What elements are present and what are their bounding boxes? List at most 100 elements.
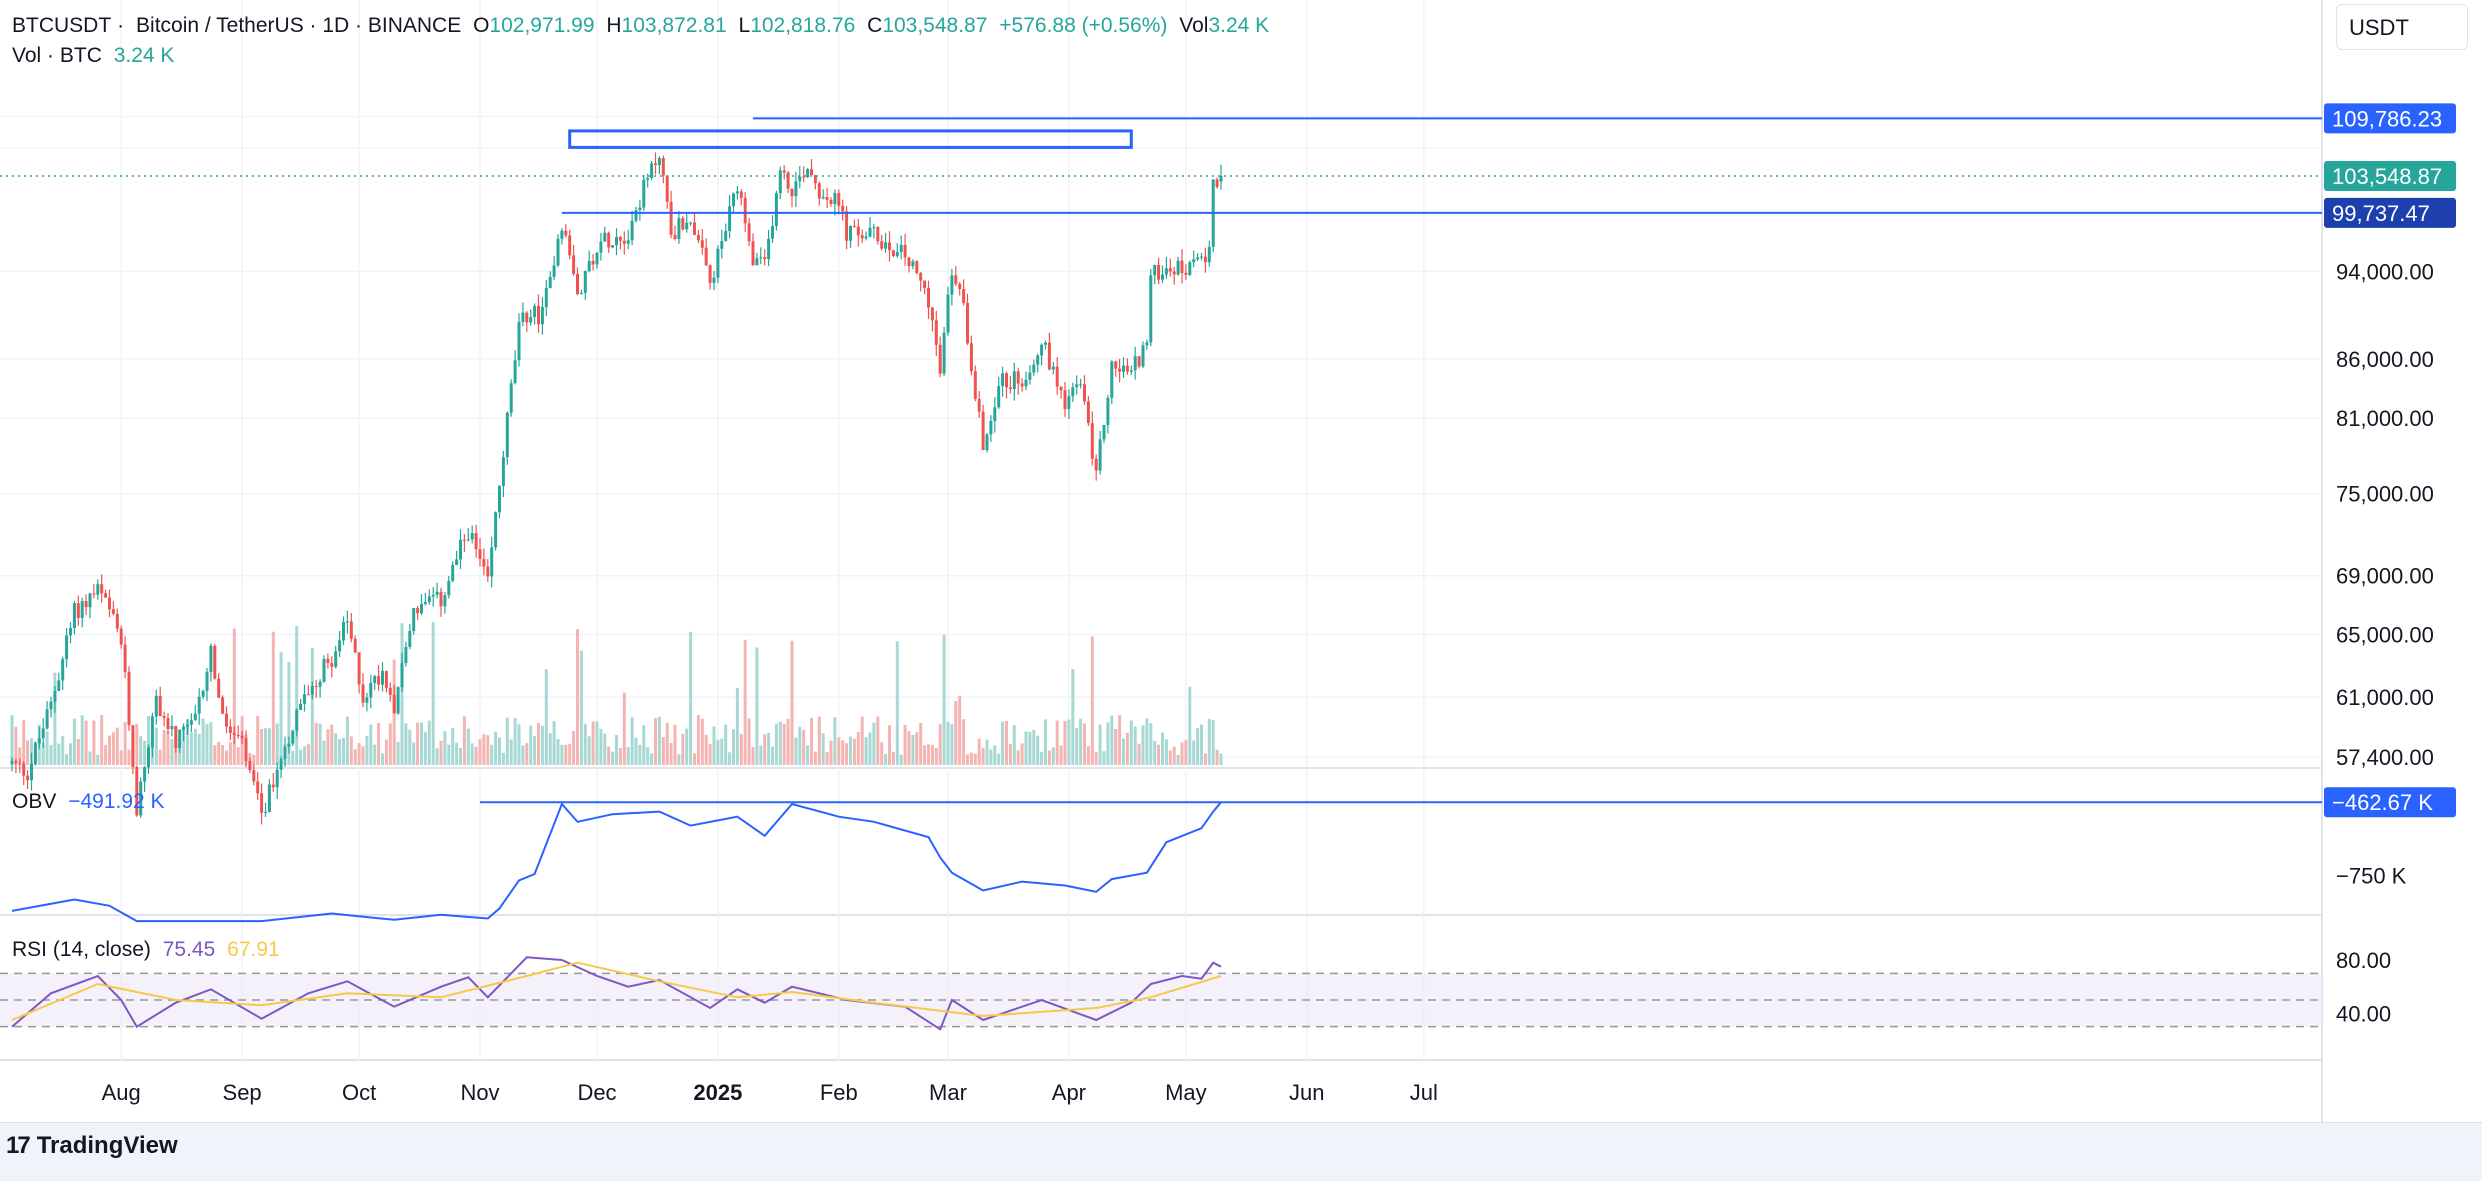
volume-bar xyxy=(517,724,521,765)
tradingview-logo[interactable]: 17 TradingView xyxy=(6,1132,178,1160)
obv-axis-badge-label: −462.67 K xyxy=(2332,790,2433,815)
volume-bar xyxy=(1176,754,1180,765)
volume-bar xyxy=(96,754,100,765)
volume-bar xyxy=(139,736,143,765)
candle xyxy=(501,457,505,487)
candle xyxy=(108,597,111,610)
volume-bar xyxy=(1071,669,1075,765)
price-tick-label: 57,400.00 xyxy=(2336,745,2434,770)
candle xyxy=(459,539,462,560)
candle xyxy=(61,659,65,681)
volume-bar xyxy=(65,754,69,765)
volume-bar xyxy=(564,744,568,765)
candle xyxy=(821,197,825,199)
volume-bar xyxy=(1207,718,1211,765)
volume-bar xyxy=(1001,721,1005,765)
currency-selector[interactable]: USDT xyxy=(2336,4,2468,50)
candle xyxy=(618,236,622,241)
volume-bar xyxy=(907,731,911,765)
candle xyxy=(318,681,322,687)
candle xyxy=(248,760,252,771)
rsi-tick-label: 80.00 xyxy=(2336,948,2391,973)
candle xyxy=(373,676,377,683)
volume-bar xyxy=(455,742,459,765)
candle-series xyxy=(10,152,1223,825)
candle xyxy=(1102,425,1106,440)
volume-bar xyxy=(474,746,478,765)
volume-bar xyxy=(384,739,388,765)
volume-bar xyxy=(22,720,26,765)
candle xyxy=(513,360,517,384)
time-axis-label: Dec xyxy=(577,1080,616,1105)
candle xyxy=(517,321,521,361)
candle xyxy=(1067,396,1071,409)
tradingview-brand: TradingView xyxy=(36,1132,178,1159)
low-value: 102,818.76 xyxy=(750,14,856,37)
price-axis-badge-label: 99,737.47 xyxy=(2332,201,2430,226)
candle xyxy=(903,244,907,258)
volume-bar xyxy=(747,718,751,765)
volume-bar xyxy=(310,647,314,765)
candle xyxy=(287,743,291,747)
volume-bar xyxy=(860,716,864,765)
volume-bar xyxy=(404,723,408,765)
volume-bar xyxy=(642,725,646,765)
candle xyxy=(439,591,443,607)
candle xyxy=(209,645,213,672)
candle xyxy=(962,289,966,304)
volume-bar xyxy=(989,749,993,765)
candle xyxy=(1192,259,1196,263)
candle xyxy=(977,398,981,412)
price-tick-label: 61,000.00 xyxy=(2336,685,2434,710)
volume-bar xyxy=(685,728,689,765)
candle xyxy=(708,265,712,283)
candle xyxy=(895,252,899,257)
volume-bar xyxy=(884,753,888,765)
candle xyxy=(1141,345,1145,367)
candle xyxy=(396,687,400,714)
volume-bar xyxy=(911,735,915,765)
candle xyxy=(1180,260,1184,273)
candle xyxy=(135,766,139,816)
candle xyxy=(92,593,96,595)
volume-bar xyxy=(1196,728,1200,765)
volume-bar xyxy=(607,746,611,765)
volume-bar xyxy=(494,731,498,765)
volume-bar xyxy=(856,731,860,765)
candle xyxy=(1125,365,1129,372)
volume-bar xyxy=(451,727,455,765)
candle xyxy=(993,407,997,421)
candle xyxy=(342,622,345,641)
volume-bar xyxy=(447,744,451,765)
candle xyxy=(607,232,611,248)
candle xyxy=(310,686,314,695)
volume-bar xyxy=(271,631,275,765)
candle xyxy=(712,277,716,283)
candle xyxy=(1094,458,1098,471)
candle xyxy=(1200,256,1203,258)
candle xyxy=(174,726,178,748)
volume-bar xyxy=(962,719,966,765)
candle xyxy=(1083,384,1086,402)
candle xyxy=(330,662,334,667)
candle xyxy=(494,512,498,548)
footer-bar xyxy=(0,1122,2482,1181)
candle xyxy=(813,174,817,184)
candle xyxy=(771,226,774,239)
volume-bar xyxy=(786,718,790,765)
volume-bar xyxy=(572,731,576,765)
volume-bar xyxy=(696,715,700,765)
candle xyxy=(934,320,938,345)
volume-bar xyxy=(57,743,61,765)
volume-bar xyxy=(143,740,147,765)
volume-bar xyxy=(755,647,759,765)
volume-bar xyxy=(459,748,462,765)
candle xyxy=(22,763,26,776)
volume-bar xyxy=(946,721,950,765)
candle xyxy=(833,192,837,205)
volume-bar xyxy=(735,687,739,765)
close-value: 103,548.87 xyxy=(882,14,988,37)
volume-bar xyxy=(767,732,771,765)
chart-canvas[interactable]: 94,000.00 86,000.00 81,000.00 75,000.00 69,0… xyxy=(0,0,2482,1122)
volume-bar xyxy=(774,723,778,765)
